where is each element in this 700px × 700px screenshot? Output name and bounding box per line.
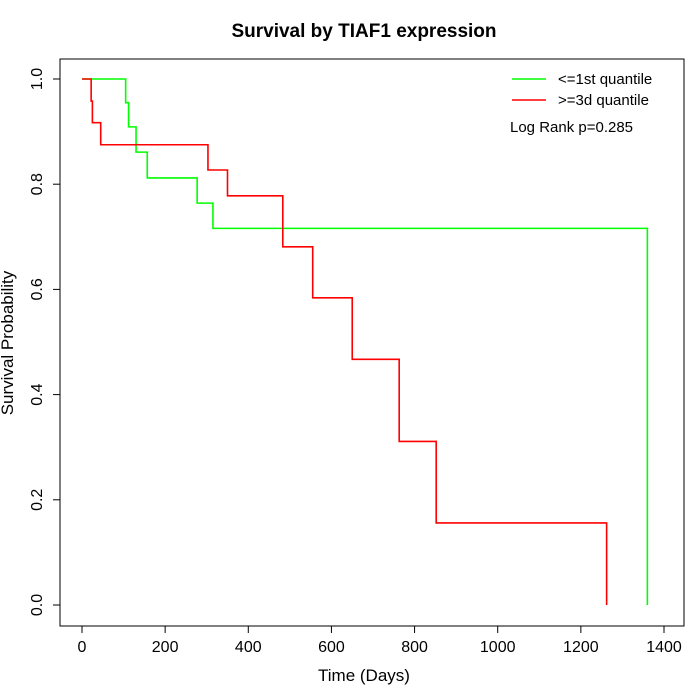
x-tick-label: 1000 (480, 639, 516, 656)
plot-area-frame (59, 58, 685, 627)
y-tick-label: 0.2 (29, 489, 46, 511)
x-tick-label: 600 (318, 639, 345, 656)
legend-label-high: >=3d quantile (558, 92, 649, 109)
series-low-quantile-curve (82, 78, 649, 605)
y-tick-label: 1.0 (29, 68, 46, 90)
x-tick-label: 400 (235, 639, 262, 656)
y-tick-label: 0.4 (29, 383, 46, 405)
series-high-quantile-curve (82, 78, 608, 605)
y-axis: 0.0 0.2 0.4 0.6 0.8 1.0 (29, 68, 60, 616)
x-tick-label: 800 (401, 639, 428, 656)
chart-title: Survival by TIAF1 expression (231, 21, 496, 42)
y-axis-label: Survival Probability (0, 270, 17, 415)
x-tick-label: 1400 (646, 639, 682, 656)
legend-label-low: <=1st quantile (558, 71, 652, 88)
legend: <=1st quantile >=3d quantile Log Rank p=… (510, 71, 652, 136)
y-tick-label: 0.6 (29, 278, 46, 300)
survival-curves (82, 78, 649, 605)
x-axis: 0 200 400 600 800 1000 1200 1400 (78, 626, 682, 656)
log-rank-annotation: Log Rank p=0.285 (510, 119, 633, 136)
x-tick-label: 1200 (563, 639, 599, 656)
y-tick-label: 0.0 (29, 594, 46, 616)
x-axis-label: Time (Days) (318, 666, 410, 685)
x-tick-label: 0 (78, 639, 87, 656)
x-tick-label: 200 (152, 639, 179, 656)
y-tick-label: 0.8 (29, 173, 46, 195)
